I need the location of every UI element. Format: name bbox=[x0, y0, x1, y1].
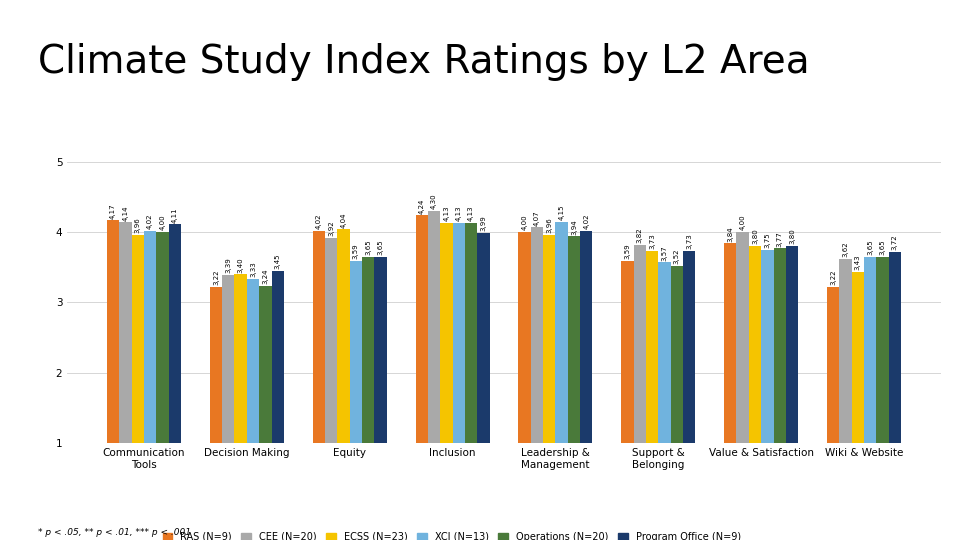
Bar bbox=[222, 275, 234, 513]
Bar bbox=[416, 215, 428, 513]
Text: 3,99: 3,99 bbox=[480, 215, 487, 231]
Text: 3,65: 3,65 bbox=[879, 239, 885, 255]
Bar bbox=[876, 256, 889, 513]
Text: 4,00: 4,00 bbox=[159, 215, 165, 231]
Bar bbox=[827, 287, 839, 513]
Bar bbox=[156, 232, 169, 513]
Bar bbox=[567, 237, 580, 513]
Text: 3,75: 3,75 bbox=[764, 232, 770, 248]
Text: 4,07: 4,07 bbox=[534, 210, 540, 226]
Bar bbox=[634, 245, 646, 513]
Bar bbox=[556, 221, 567, 513]
Text: 4,00: 4,00 bbox=[521, 215, 528, 231]
Bar bbox=[724, 244, 736, 513]
Text: 4,17: 4,17 bbox=[110, 203, 116, 219]
Bar bbox=[839, 259, 852, 513]
Bar bbox=[749, 246, 761, 513]
Text: 4,30: 4,30 bbox=[431, 194, 437, 210]
Text: 3,52: 3,52 bbox=[674, 248, 680, 264]
Text: 3,62: 3,62 bbox=[843, 241, 849, 257]
Text: 3,65: 3,65 bbox=[867, 239, 874, 255]
Text: 4,14: 4,14 bbox=[123, 205, 129, 221]
Text: 4,00: 4,00 bbox=[739, 215, 746, 231]
Bar bbox=[736, 232, 749, 513]
Bar bbox=[518, 232, 531, 513]
Bar bbox=[852, 272, 864, 513]
Bar bbox=[659, 262, 671, 513]
Text: 3,59: 3,59 bbox=[624, 244, 631, 259]
Text: 4,13: 4,13 bbox=[456, 206, 462, 221]
Bar bbox=[477, 233, 490, 513]
Bar bbox=[441, 223, 452, 513]
Bar bbox=[259, 286, 272, 513]
Bar bbox=[210, 287, 222, 513]
Bar bbox=[428, 211, 441, 513]
Text: 3,57: 3,57 bbox=[661, 245, 667, 261]
Bar bbox=[349, 261, 362, 513]
Bar bbox=[119, 222, 132, 513]
Bar bbox=[144, 231, 156, 513]
Text: 3,82: 3,82 bbox=[636, 227, 643, 243]
Text: 3,94: 3,94 bbox=[571, 219, 577, 235]
Bar bbox=[132, 235, 144, 513]
Text: 3,43: 3,43 bbox=[855, 255, 861, 271]
Legend: RAS (N=9), CEE (N=20), ECSS (N=23), XCI (N=13), Operations (N=20), Program Offic: RAS (N=9), CEE (N=20), ECSS (N=23), XCI … bbox=[162, 532, 740, 540]
Bar bbox=[169, 225, 181, 513]
Text: 3,22: 3,22 bbox=[830, 269, 836, 285]
Text: 3,80: 3,80 bbox=[752, 229, 758, 245]
Bar bbox=[774, 248, 786, 513]
Bar bbox=[580, 231, 592, 513]
Bar bbox=[374, 256, 387, 513]
Text: 4,13: 4,13 bbox=[468, 206, 474, 221]
Text: 4,24: 4,24 bbox=[419, 198, 424, 214]
Text: 4,02: 4,02 bbox=[316, 213, 322, 229]
Text: 3,96: 3,96 bbox=[546, 218, 552, 233]
Bar bbox=[671, 266, 683, 513]
Text: 3,59: 3,59 bbox=[353, 244, 359, 259]
Bar bbox=[325, 238, 337, 513]
Bar bbox=[864, 256, 876, 513]
Bar bbox=[234, 274, 247, 513]
Bar bbox=[465, 223, 477, 513]
Text: * p < .05, ** p < .01, *** p < .001: * p < .05, ** p < .01, *** p < .001 bbox=[38, 528, 191, 537]
Text: 3,92: 3,92 bbox=[328, 220, 334, 236]
Text: 3,84: 3,84 bbox=[728, 226, 733, 242]
Text: 3,45: 3,45 bbox=[275, 254, 280, 269]
Text: 3,96: 3,96 bbox=[134, 218, 141, 233]
Text: 3,33: 3,33 bbox=[250, 262, 256, 278]
Text: Climate Study Index Ratings by L2 Area: Climate Study Index Ratings by L2 Area bbox=[38, 43, 810, 81]
Text: 3,73: 3,73 bbox=[649, 234, 655, 249]
Text: 3,72: 3,72 bbox=[892, 234, 898, 250]
Text: 4,15: 4,15 bbox=[559, 205, 564, 220]
Bar bbox=[337, 230, 349, 513]
Bar bbox=[761, 249, 774, 513]
Bar bbox=[543, 235, 556, 513]
Text: 3,65: 3,65 bbox=[365, 239, 372, 255]
Text: 3,40: 3,40 bbox=[238, 257, 244, 273]
Text: 3,77: 3,77 bbox=[777, 231, 782, 247]
Text: 4,02: 4,02 bbox=[147, 213, 153, 229]
Bar bbox=[272, 271, 284, 513]
Bar bbox=[313, 231, 325, 513]
Bar bbox=[889, 252, 901, 513]
Text: 3,80: 3,80 bbox=[789, 229, 795, 245]
Bar bbox=[452, 223, 465, 513]
Text: 4,02: 4,02 bbox=[584, 213, 589, 229]
Text: 4,13: 4,13 bbox=[444, 206, 449, 221]
Bar bbox=[247, 279, 259, 513]
Bar bbox=[531, 227, 543, 513]
Text: 4,04: 4,04 bbox=[341, 212, 347, 228]
Bar bbox=[107, 220, 119, 513]
Text: 3,39: 3,39 bbox=[226, 258, 231, 273]
Text: 3,73: 3,73 bbox=[686, 234, 692, 249]
Text: 3,22: 3,22 bbox=[213, 269, 219, 285]
Bar bbox=[786, 246, 798, 513]
Bar bbox=[362, 256, 374, 513]
Text: 4,11: 4,11 bbox=[172, 207, 178, 222]
Bar bbox=[621, 261, 634, 513]
Text: 3,24: 3,24 bbox=[262, 268, 269, 284]
Bar bbox=[646, 251, 659, 513]
Text: 3,65: 3,65 bbox=[377, 239, 384, 255]
Bar bbox=[683, 251, 695, 513]
